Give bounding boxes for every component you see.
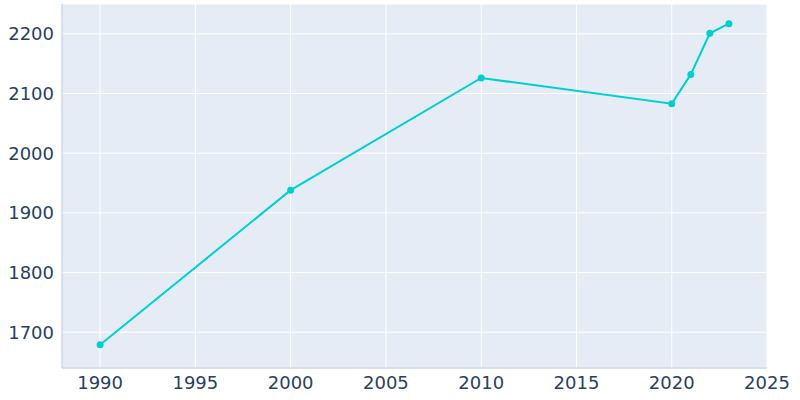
svg-text:1800: 1800 <box>8 262 54 283</box>
svg-text:1700: 1700 <box>8 322 54 343</box>
svg-text:2000: 2000 <box>268 372 314 393</box>
svg-text:2000: 2000 <box>8 143 54 164</box>
svg-text:1900: 1900 <box>8 202 54 223</box>
svg-text:1995: 1995 <box>172 372 218 393</box>
svg-text:2015: 2015 <box>554 372 600 393</box>
svg-text:2005: 2005 <box>363 372 409 393</box>
svg-text:2025: 2025 <box>744 372 790 393</box>
svg-text:2020: 2020 <box>649 372 695 393</box>
svg-text:2010: 2010 <box>458 372 504 393</box>
svg-text:2200: 2200 <box>8 23 54 44</box>
svg-text:2100: 2100 <box>8 83 54 104</box>
svg-text:1990: 1990 <box>77 372 123 393</box>
